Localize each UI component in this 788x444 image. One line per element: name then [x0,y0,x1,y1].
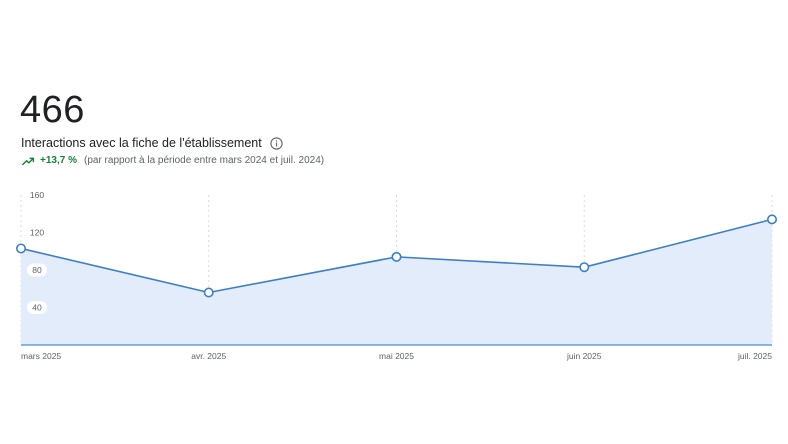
trending-up-icon [22,156,35,166]
metric-title-row: Interactions avec la fiche de l'établiss… [21,136,283,150]
metric-value: 466 [20,89,85,131]
x-tick-label: avr. 2025 [191,351,226,361]
data-point[interactable] [579,262,590,273]
y-tick-background [27,226,47,239]
info-icon[interactable] [270,136,283,150]
chart-area: 40 80 120 160 mars 2025 avr. 2025 mai 2025 jui… [0,180,788,370]
data-point[interactable] [766,214,777,225]
x-tick-label: mai 2025 [379,351,414,361]
y-tick-label: 160 [30,190,44,200]
x-tick-label: mars 2025 [21,351,61,361]
x-tick-label: juil. 2025 [737,351,772,361]
area-fill [21,219,772,345]
y-tick-label: 80 [32,265,42,275]
y-tick-labels: 40 80 120 160 [27,190,47,314]
metric-title: Interactions avec la fiche de l'établiss… [21,136,262,150]
trend-value: +13,7 % [40,155,77,166]
data-point[interactable] [391,251,402,262]
y-tick-label: 40 [32,303,42,313]
data-point[interactable] [203,287,214,298]
x-tick-labels: mars 2025 avr. 2025 mai 2025 juin 2025 juil.… [21,351,772,361]
y-tick-background [27,301,47,314]
data-point[interactable] [15,243,26,254]
trend-row: +13,7 % (par rapport à la période entre … [22,155,324,166]
x-tick-label: juin 2025 [566,351,602,361]
chart-area-fill-group [21,219,772,345]
trend-comparison: (par rapport à la période entre mars 202… [83,155,325,166]
y-tick-label: 120 [30,228,44,238]
chart-points [15,214,777,298]
line-chart: 40 80 120 160 mars 2025 avr. 2025 mai 2025 jui… [15,190,777,361]
y-tick-background [27,263,47,277]
